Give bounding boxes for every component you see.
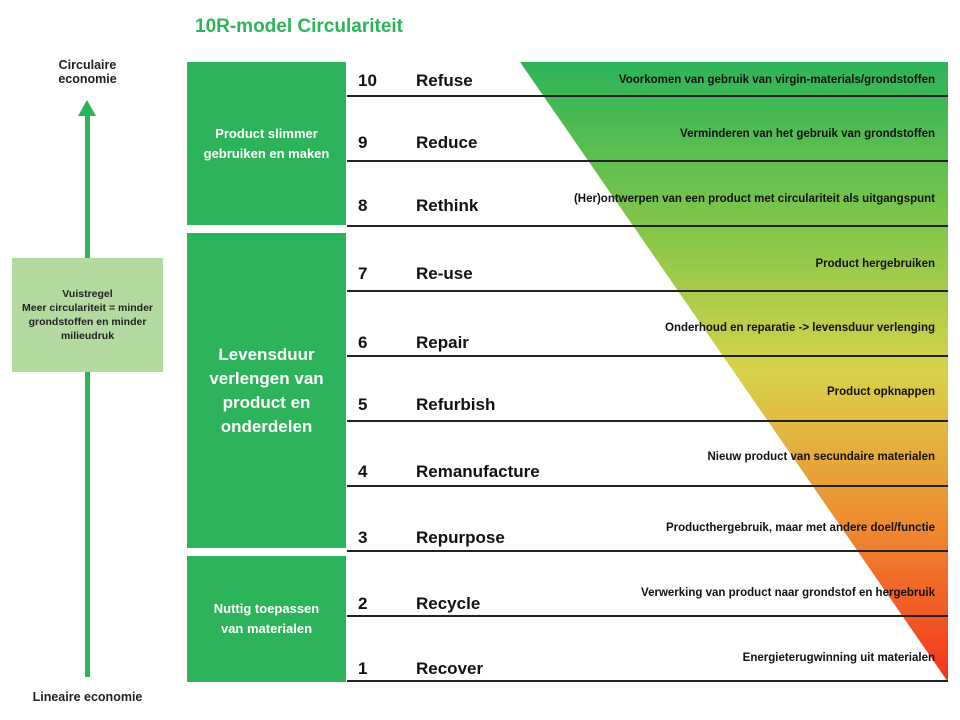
row-description: Onderhoud en reparatie -> levensduur ver…	[665, 322, 935, 334]
rule-of-thumb-box: Vuistregel Meer circulariteit = minder g…	[12, 258, 163, 372]
row-description: Voorkomen van gebruik van virgin-materia…	[618, 74, 935, 86]
row-description: Product hergebruiken	[815, 258, 936, 270]
row-name: Repair	[416, 333, 469, 352]
row-divider	[347, 680, 948, 682]
row-divider	[347, 550, 948, 552]
row-name: Recover	[416, 659, 484, 678]
diagram-title: 10R-model Circulariteit	[195, 16, 403, 37]
row-number: 5	[358, 395, 368, 414]
group-label: Product slimmer gebruiken en maken	[203, 125, 330, 161]
row-number: 10	[358, 71, 377, 90]
group-label: Nuttig toepassen van materialen	[213, 601, 320, 636]
triangle-shape	[520, 62, 948, 682]
group-label: Levensduur verlengen van product en onde…	[209, 344, 324, 436]
row-number: 9	[358, 133, 368, 152]
row-number: 4	[358, 462, 368, 481]
row-name: Repurpose	[416, 528, 505, 547]
row-description: Producthergebruik, maar met andere doel/…	[665, 522, 935, 534]
row-divider	[347, 420, 948, 422]
row-divider	[347, 355, 948, 357]
row-name: Reduce	[416, 133, 478, 152]
rule-heading: Vuistregel	[62, 288, 113, 300]
rule-text: Meer circulariteit = minder grondstoffen…	[21, 302, 153, 342]
row-divider	[347, 290, 948, 292]
linear-economy-label: Lineaire economie	[32, 690, 143, 704]
row-divider	[347, 485, 948, 487]
row-number: 1	[358, 659, 368, 678]
row-number: 2	[358, 594, 368, 613]
arrow-up-icon	[78, 100, 96, 116]
circular-economy-label: Circulaire economie	[58, 58, 117, 86]
row-number: 7	[358, 264, 368, 283]
row-name: Refurbish	[416, 395, 496, 414]
row-number: 6	[358, 333, 368, 352]
group-smarter-use: Product slimmer gebruiken en maken	[187, 62, 346, 225]
row-description: Verwerking van product naar grondstof en…	[641, 587, 935, 599]
row-description: Nieuw product van secundaire materialen	[707, 451, 935, 463]
row-number: 8	[358, 196, 368, 215]
row-description: Product opknappen	[827, 386, 935, 398]
row-divider	[347, 615, 948, 617]
row-description: Verminderen van het gebruik van grondsto…	[680, 128, 935, 140]
row-description: Energieterugwinning uit materialen	[742, 652, 935, 664]
row-number: 3	[358, 528, 368, 547]
row-description: (Her)ontwerpen van een product met circu…	[573, 193, 935, 205]
row-divider	[347, 225, 948, 227]
group-extend-lifespan: Levensduur verlengen van product en onde…	[187, 233, 346, 548]
row-divider	[347, 160, 948, 162]
row-divider	[347, 95, 948, 97]
row-name: Re-use	[416, 264, 473, 283]
group-useful-application: Nuttig toepassen van materialen	[187, 556, 346, 682]
row-name: Recycle	[416, 594, 481, 613]
arrow-shaft	[85, 112, 90, 677]
row-name: Refuse	[416, 71, 473, 90]
row-name: Rethink	[416, 196, 479, 215]
row-name: Remanufacture	[416, 462, 540, 481]
